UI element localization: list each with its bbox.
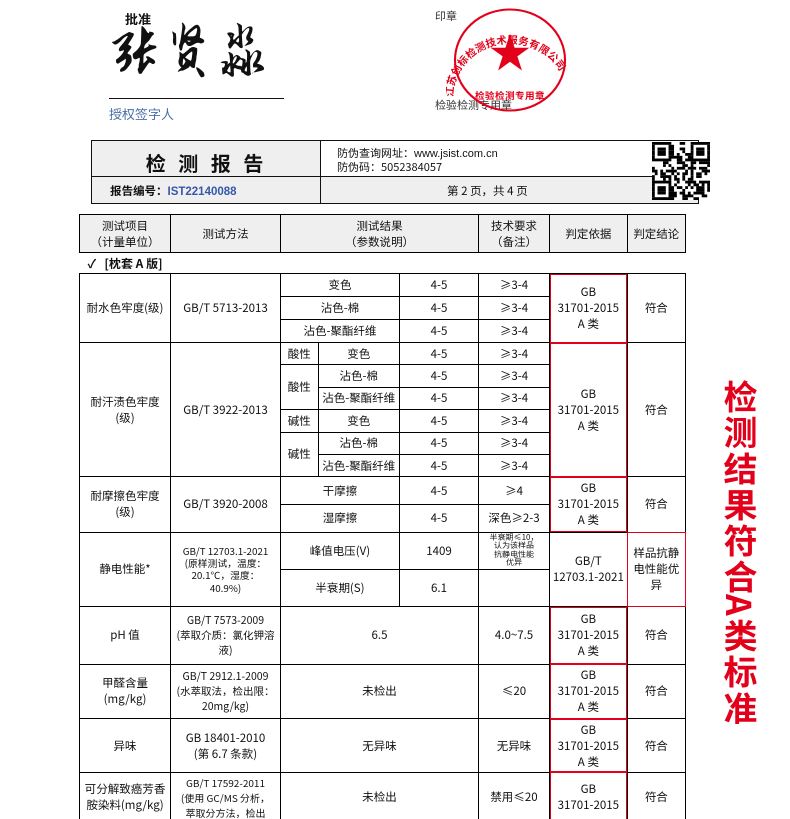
svg-text:检验检测专用章: 检验检测专用章 — [475, 88, 545, 102]
